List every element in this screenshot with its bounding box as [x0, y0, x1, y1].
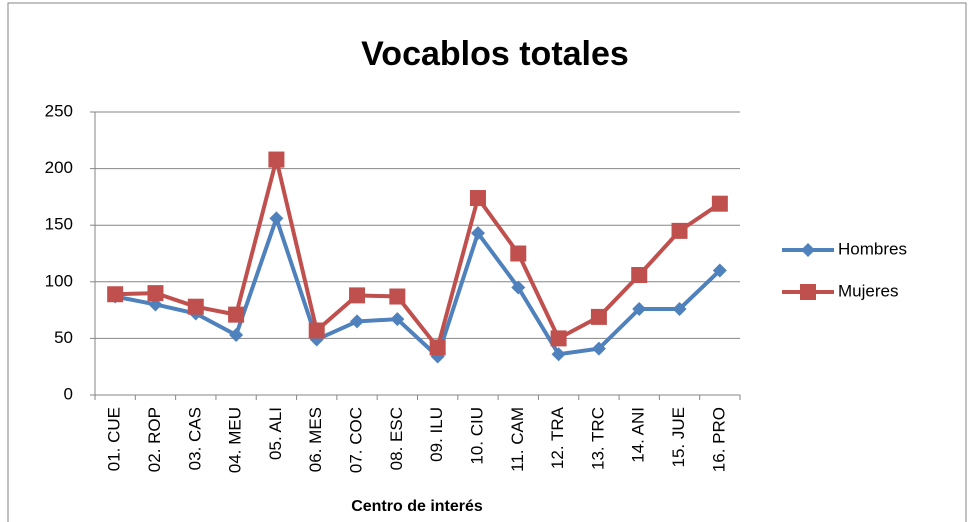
x-tick-label: 04. MEU: [226, 407, 245, 473]
chart-title: Vocablos totales: [361, 35, 629, 73]
data-point: [228, 306, 245, 323]
x-axis-label: Centro de interés: [351, 498, 483, 515]
data-point: [350, 314, 365, 329]
data-point: [147, 285, 164, 302]
y-tick-label: 150: [45, 215, 73, 234]
x-tick-label: 02. ROP: [145, 407, 164, 472]
data-point: [591, 341, 606, 356]
data-point: [671, 222, 688, 239]
legend-label: Hombres: [838, 239, 907, 258]
x-tick-label: 11. CAM: [508, 407, 527, 472]
y-tick-label: 200: [45, 158, 73, 177]
x-tick-label: 10. CIU: [467, 407, 486, 465]
data-point: [590, 308, 607, 325]
data-point: [550, 330, 567, 347]
y-tick-label: 50: [54, 328, 73, 347]
data-point: [390, 312, 405, 327]
x-tick-label: 13. TRC: [588, 407, 607, 470]
data-point: [632, 301, 647, 316]
legend-label: Mujeres: [838, 281, 898, 300]
x-tick-label: 08. ESC: [387, 407, 406, 470]
x-tick-label: 15. JUE: [669, 407, 688, 467]
chart-frame: [7, 2, 967, 522]
data-point: [429, 339, 446, 356]
x-tick-label: 12. TRA: [548, 406, 567, 469]
data-point: [107, 286, 124, 303]
x-tick-label: 14. ANI: [629, 407, 648, 463]
data-point: [631, 267, 648, 284]
data-point: [510, 245, 527, 262]
data-point: [711, 195, 728, 212]
x-tick-label: 03. CAS: [185, 407, 204, 470]
data-point: [470, 226, 485, 241]
data-point: [469, 190, 486, 207]
x-tick-label: 05. ALI: [266, 407, 285, 460]
y-tick-label: 100: [45, 271, 73, 290]
x-tick-label: 09. ILU: [427, 407, 446, 462]
legend-marker: [801, 243, 815, 257]
data-point: [268, 151, 285, 168]
x-tick-label: 01. CUE: [105, 407, 124, 471]
data-point: [349, 287, 366, 304]
x-tick-label: 07. COC: [347, 407, 366, 473]
data-point: [712, 263, 727, 278]
data-point: [229, 328, 244, 343]
legend-marker: [800, 284, 816, 300]
data-point: [672, 301, 687, 316]
data-point: [269, 211, 284, 226]
y-tick-label: 0: [64, 384, 73, 403]
data-point: [308, 322, 325, 339]
series-line: [115, 159, 721, 352]
y-tick-label: 250: [45, 101, 73, 120]
x-tick-label: 16. PRO: [709, 407, 728, 472]
data-point: [187, 298, 204, 315]
x-tick-label: 06. MES: [306, 407, 325, 472]
data-point: [389, 288, 406, 305]
data-point: [551, 347, 566, 362]
series-line: [114, 212, 722, 361]
data-point: [511, 280, 526, 295]
